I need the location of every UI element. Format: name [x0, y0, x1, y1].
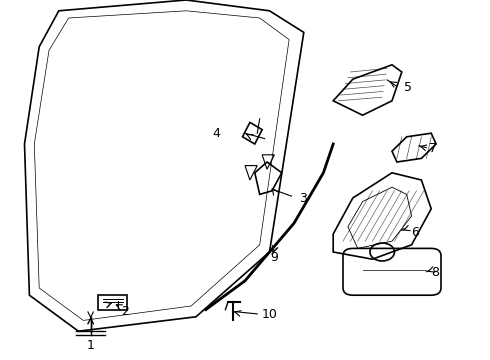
Text: 2: 2 [121, 305, 129, 318]
Text: 7: 7 [429, 142, 437, 155]
Text: 1: 1 [87, 339, 95, 352]
Text: 5: 5 [404, 81, 412, 94]
Text: 9: 9 [270, 251, 278, 264]
Text: 8: 8 [431, 266, 439, 279]
Text: 10: 10 [262, 309, 278, 321]
Text: 4: 4 [213, 127, 220, 140]
Text: 6: 6 [412, 226, 419, 239]
Text: 3: 3 [299, 192, 307, 204]
